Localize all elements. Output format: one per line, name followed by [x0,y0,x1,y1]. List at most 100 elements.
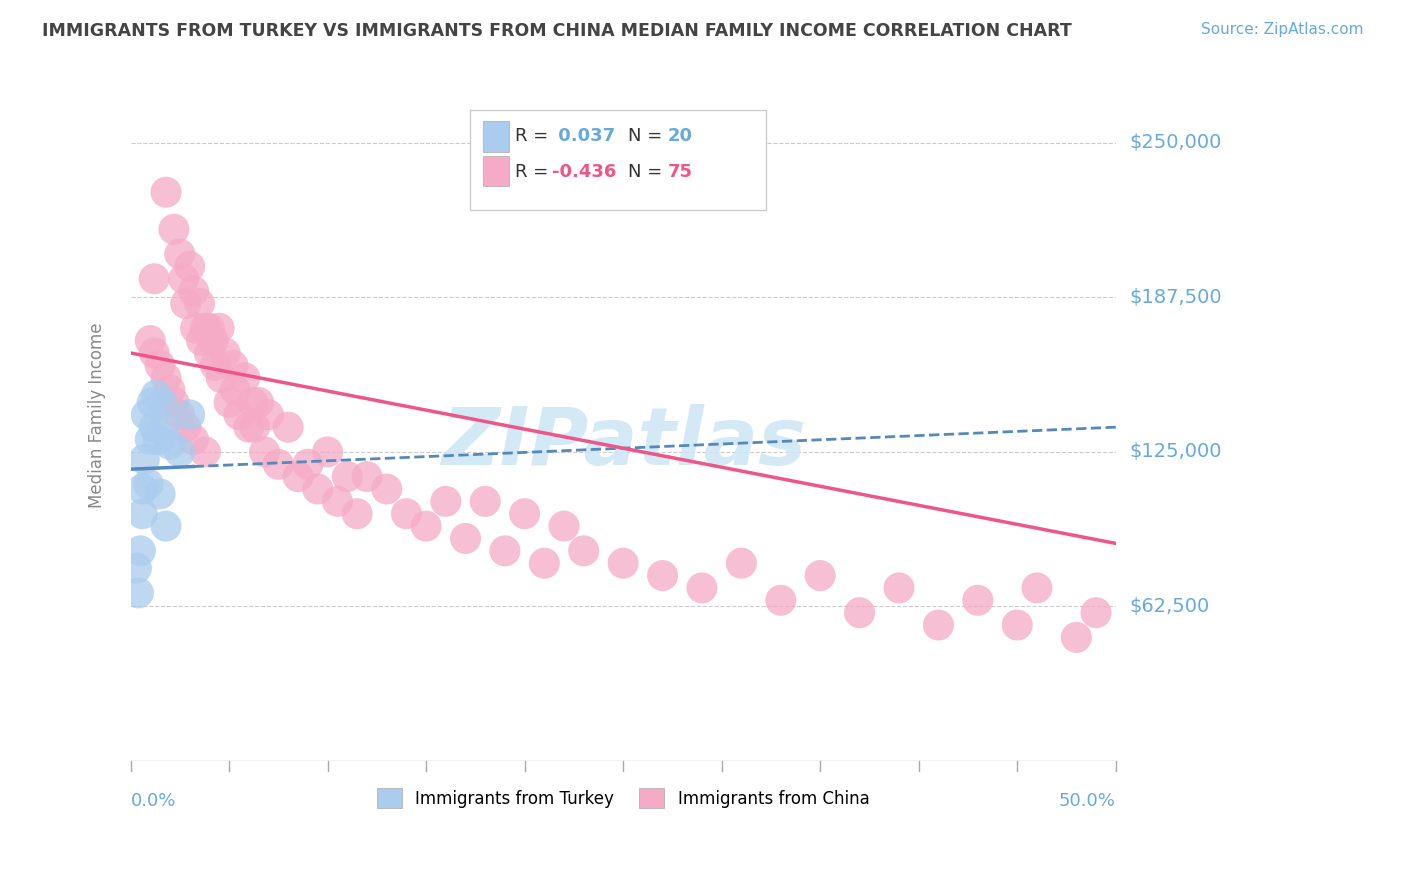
Point [1007,618,1029,632]
Point [146,433,169,447]
Point [533,556,555,570]
Point [214,346,236,360]
Point [307,482,329,496]
Point [233,370,256,384]
Point [131,482,153,496]
Point [169,247,191,261]
Point [183,284,205,298]
Point [277,420,299,434]
Text: 0.037: 0.037 [553,128,616,145]
Text: -0.436: -0.436 [553,163,617,181]
Point [139,433,162,447]
Point [848,606,870,620]
Point [326,494,349,508]
Point [139,334,162,348]
Point [202,334,225,348]
Point [356,469,378,483]
Text: 0.0%: 0.0% [131,791,176,810]
Point [143,420,166,434]
Point [316,445,339,459]
Point [131,507,153,521]
Point [434,494,457,508]
Point [129,544,152,558]
Point [572,544,595,558]
Text: $187,500: $187,500 [1129,288,1222,307]
Point [127,586,149,600]
Point [198,321,221,335]
FancyBboxPatch shape [484,121,509,152]
Point [247,395,270,409]
Point [395,507,418,521]
Point [155,370,177,384]
Point [169,408,191,422]
Text: Median Family Income: Median Family Income [89,322,105,508]
Point [612,556,634,570]
Point [179,408,201,422]
Point [1066,631,1088,645]
Point [190,334,212,348]
Point [169,445,191,459]
Point [204,359,226,373]
Text: $125,000: $125,000 [1129,442,1222,461]
FancyBboxPatch shape [471,110,766,211]
Point [208,321,231,335]
Point [474,494,496,508]
Point [887,581,910,595]
Text: $250,000: $250,000 [1129,133,1222,153]
Point [125,561,148,575]
Point [553,519,575,533]
Point [1026,581,1049,595]
Point [769,593,792,607]
Point [287,469,309,483]
Point [257,408,280,422]
Point [145,388,167,402]
FancyBboxPatch shape [484,156,509,186]
Point [149,487,172,501]
Point [808,568,831,582]
Point [153,420,176,434]
Point [966,593,988,607]
Text: R =: R = [515,163,554,181]
Point [194,445,217,459]
Point [155,185,177,199]
Point [159,437,181,451]
Point [194,321,217,335]
Point [253,445,276,459]
Point [228,408,250,422]
Point [243,420,266,434]
Text: IMMIGRANTS FROM TURKEY VS IMMIGRANTS FROM CHINA MEDIAN FAMILY INCOME CORRELATION: IMMIGRANTS FROM TURKEY VS IMMIGRANTS FRO… [42,22,1071,40]
Point [267,457,290,471]
Point [183,433,205,447]
Legend: Immigrants from Turkey, Immigrants from China: Immigrants from Turkey, Immigrants from … [370,781,876,815]
Point [242,395,264,409]
Point [1085,606,1108,620]
Point [143,346,166,360]
Point [454,532,477,546]
Point [346,507,368,521]
Point [163,222,186,236]
Text: $62,500: $62,500 [1129,597,1211,616]
Point [143,272,166,286]
Point [184,321,207,335]
Point [174,296,197,310]
Point [163,395,186,409]
Point [238,420,260,434]
Point [927,618,949,632]
Point [513,507,536,521]
Point [690,581,713,595]
Text: 75: 75 [668,163,693,181]
Point [224,383,246,397]
Text: Source: ZipAtlas.com: Source: ZipAtlas.com [1201,22,1364,37]
Point [173,272,195,286]
Point [134,452,156,467]
Point [494,544,516,558]
Point [150,395,173,409]
Point [297,457,319,471]
Point [188,296,211,310]
Point [135,408,157,422]
Point [415,519,437,533]
Point [336,469,359,483]
Point [218,395,240,409]
Point [209,370,232,384]
Point [222,359,245,373]
